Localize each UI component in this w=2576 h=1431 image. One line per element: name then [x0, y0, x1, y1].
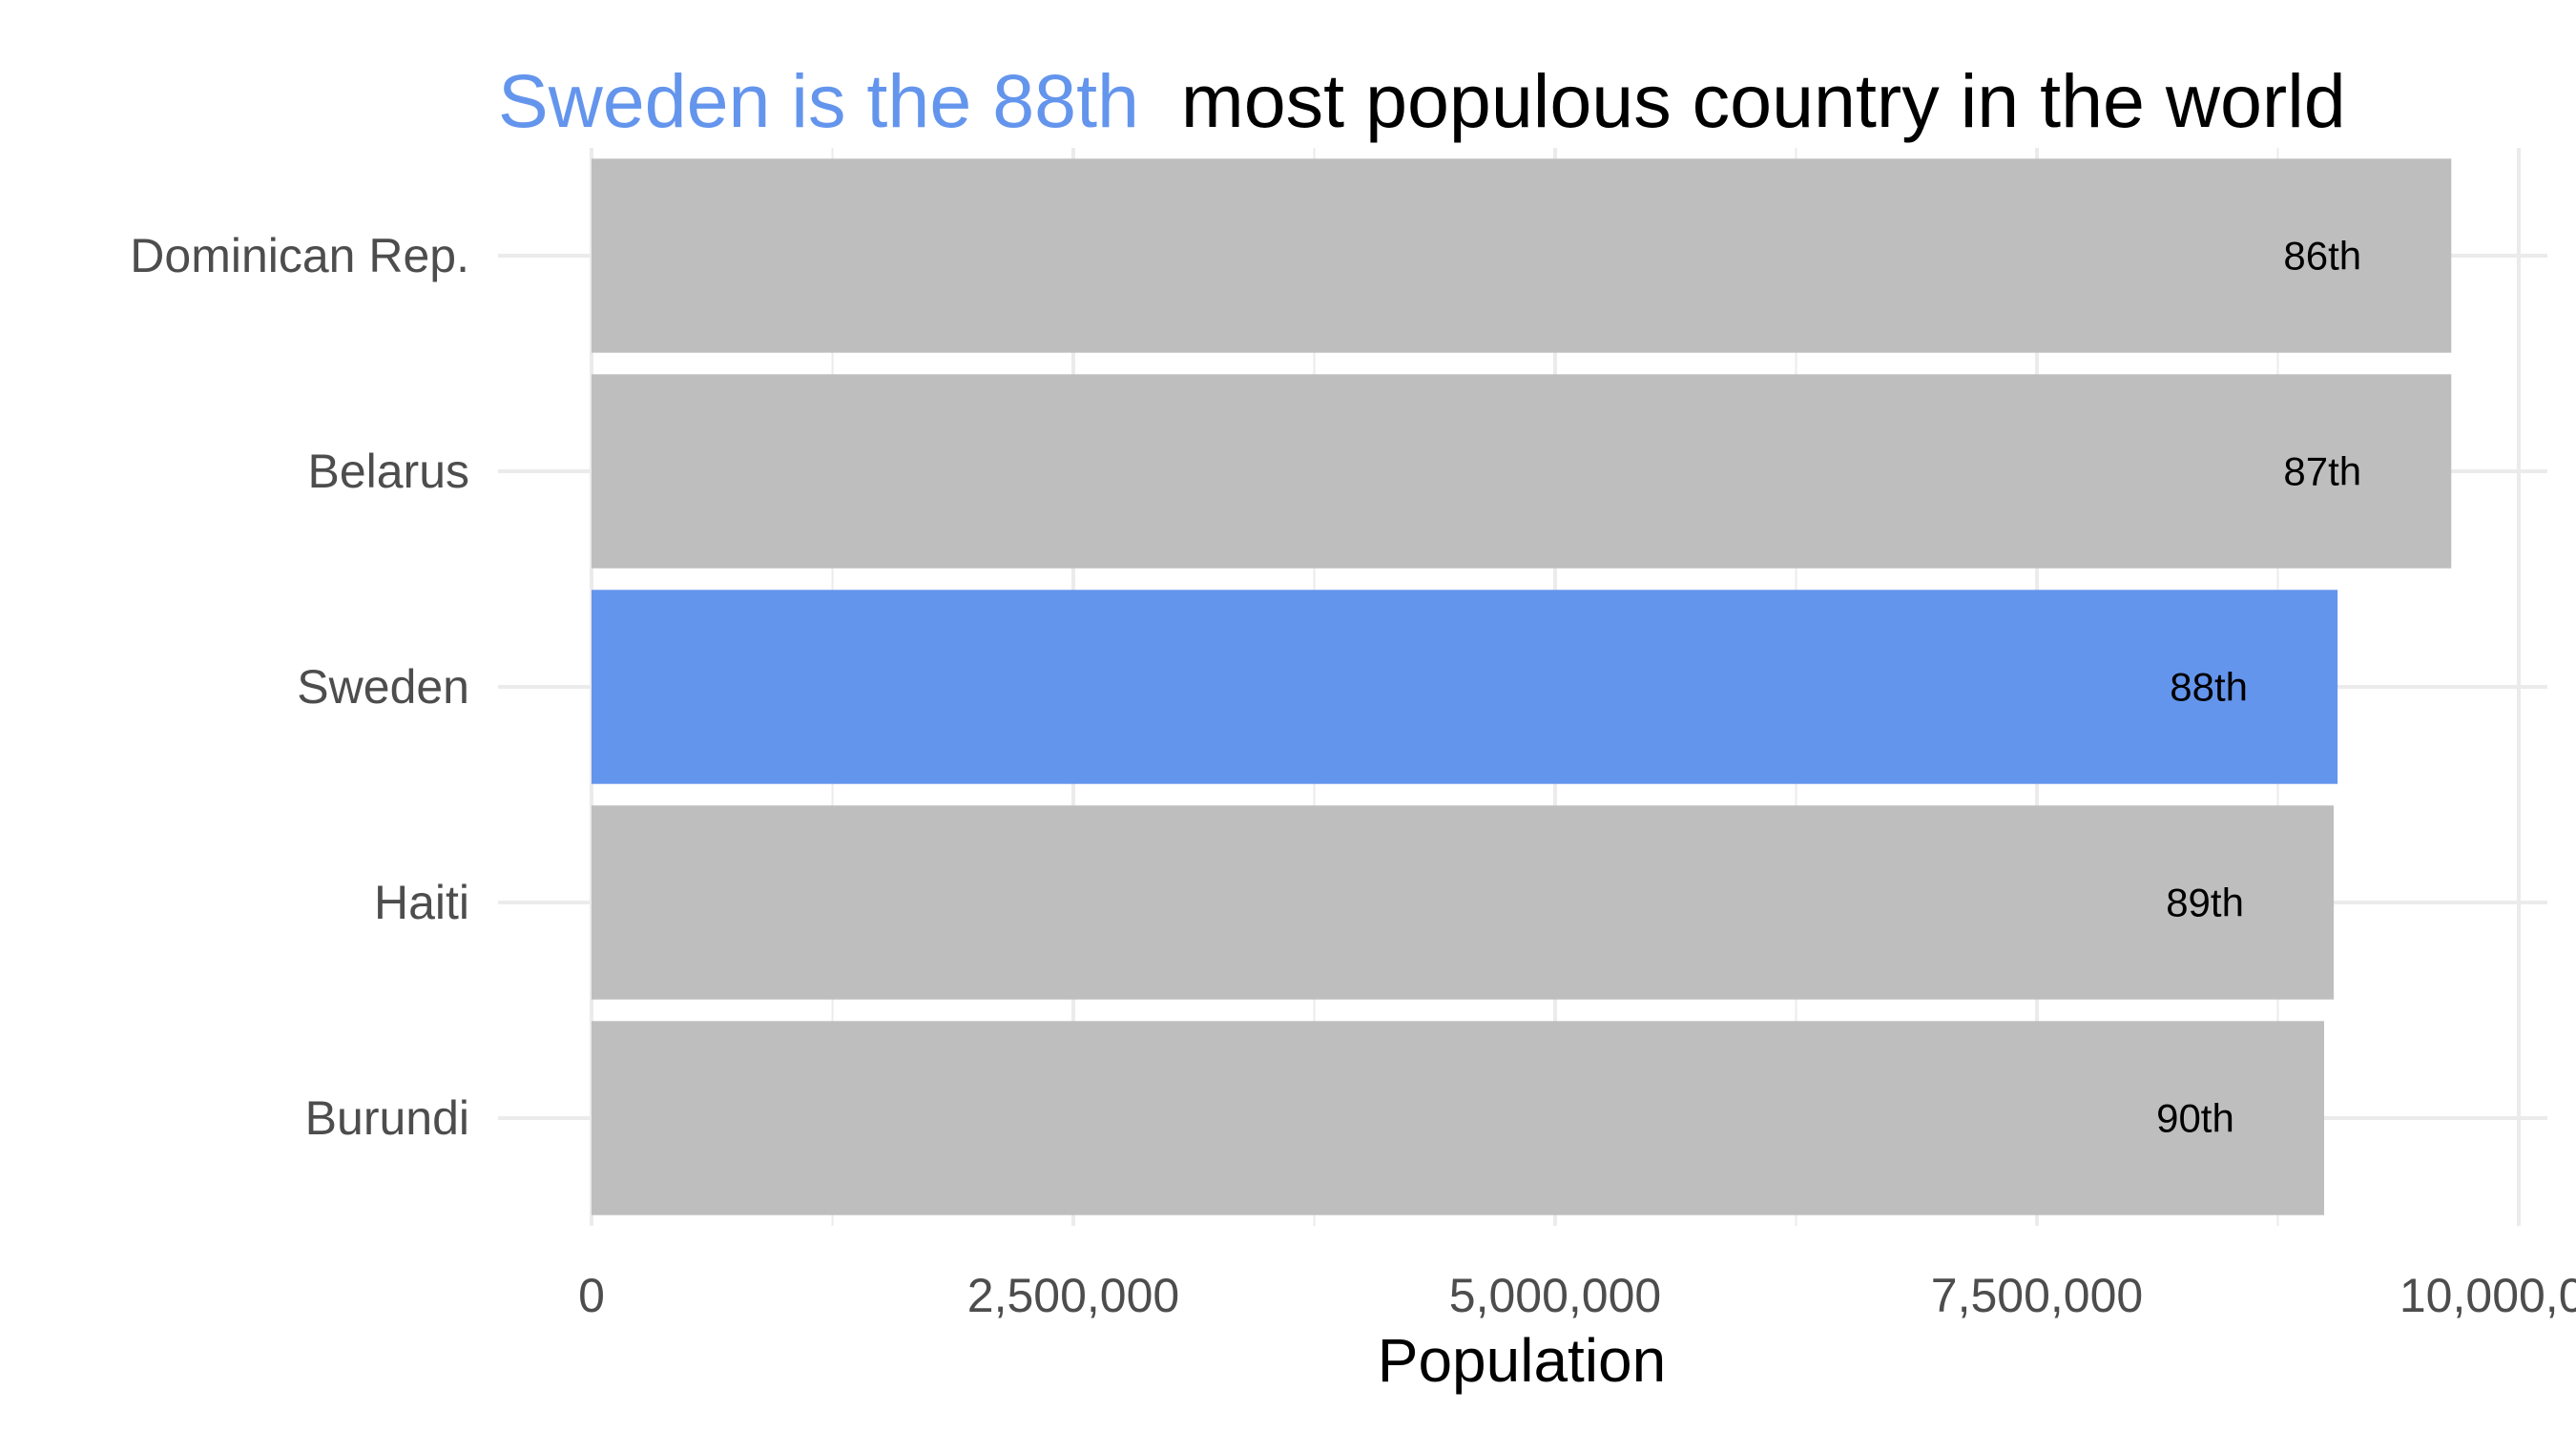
bar-rank-label: 87th — [2283, 449, 2361, 494]
y-tick-label: Dominican Rep. — [130, 229, 469, 282]
labels-layer: 86th Dominican Rep. 87th Belarus 88th Sweden 8… — [130, 229, 2576, 1322]
chart-title: Sweden is the 88th most populous country… — [498, 58, 2346, 143]
x-tick-label: 0 — [578, 1269, 605, 1322]
bar-dominican-rep — [592, 158, 2452, 353]
y-tick-label: Haiti — [374, 876, 469, 929]
bar-rank-label: 86th — [2283, 234, 2361, 279]
y-tick-label: Belarus — [307, 445, 469, 498]
x-tick-label: 5,000,000 — [1449, 1269, 1661, 1322]
chart-title-highlight: Sweden is the 88th — [498, 58, 1139, 143]
x-tick-label: 2,500,000 — [967, 1269, 1179, 1322]
bar-haiti — [592, 805, 2335, 1000]
bars-layer — [592, 158, 2452, 1215]
chart-title-rest: most populous country in the world — [1181, 58, 2346, 143]
bar-rank-label: 89th — [2166, 881, 2244, 925]
x-axis-title: Population — [1378, 1326, 1666, 1395]
x-tick-label: 10,000,000 — [2399, 1269, 2576, 1322]
y-tick-label: Sweden — [297, 660, 469, 714]
bar-belarus — [592, 374, 2452, 569]
bar-rank-label: 90th — [2156, 1096, 2234, 1141]
y-tick-label: Burundi — [305, 1091, 469, 1145]
x-tick-label: 7,500,000 — [1931, 1269, 2143, 1322]
bar-rank-label: 88th — [2170, 665, 2248, 710]
bar-burundi — [592, 1021, 2324, 1215]
bar-sweden — [592, 590, 2338, 784]
